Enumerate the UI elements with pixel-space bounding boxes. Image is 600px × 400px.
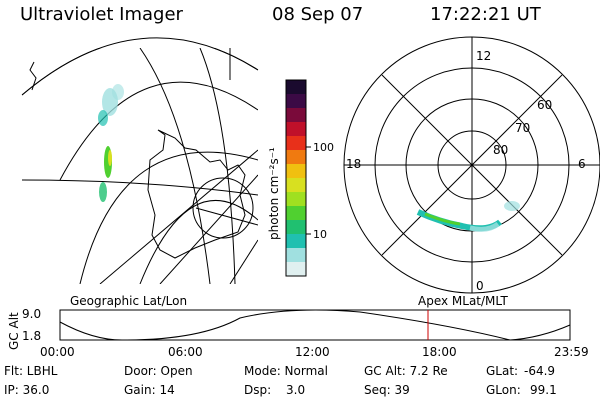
timeline-xtick-0000: 00:00 [40,345,75,359]
glon-value: 99.1 [530,383,557,397]
glat-label: GLat: [486,364,519,378]
timeline-xtick-2359: 23:59 [554,345,589,359]
polar-hour-6: 6 [578,157,586,171]
door-readout: Door: Open [124,364,193,378]
geo-aurora [98,84,124,202]
timeline-axis-label: GC Alt [7,312,21,350]
colorbar-tick-label-100: 100 [313,141,334,154]
polar-lat-70: 70 [515,121,530,135]
colorbar [286,80,306,277]
colorbar-segment [286,80,306,95]
polar-panel-label: Apex MLat/MLT [418,294,508,308]
colorbar-label: photon cm⁻²s⁻¹ [267,147,281,240]
colorbar-segment [286,248,306,263]
timeline-ytick-min: 1.8 [22,329,41,343]
mode-readout: Mode: Normal [244,364,328,378]
gain-readout: Gain: 14 [124,383,175,397]
time-label: 17:22:21 UT [430,4,541,25]
polar-aurora [416,201,520,232]
colorbar-frame [285,79,307,277]
timeline-ytick-max: 9.0 [22,307,41,321]
glon-label: GLon: [486,383,521,397]
polar-lat-80: 80 [493,143,508,157]
geo-panel-label: Geographic Lat/Lon [70,294,187,308]
timeline-xtick-0600: 06:00 [168,345,203,359]
colorbar-segment [286,122,306,137]
date-label: 08 Sep 07 [272,4,364,25]
glat-value: -64.9 [524,364,556,378]
timeline-xtick-1800: 18:00 [422,345,457,359]
colorbar-segment [286,206,306,221]
colorbar-segment [286,220,306,235]
colorbar-segment [286,94,306,109]
colorbar-segment [286,262,306,277]
colorbar-segment [286,150,306,165]
colorbar-segment [286,234,306,249]
colorbar-segment [286,136,306,151]
polar-lat-60: 60 [537,98,552,112]
polar-hour-18: 18 [346,157,361,171]
polar-hour-12: 12 [476,49,491,63]
dsp-label: Dsp: [244,383,272,397]
geographic-map [22,48,258,284]
seq-readout: Seq: 39 [364,383,410,397]
ip-readout: IP: 36.0 [4,383,50,397]
dsp-value: 3.0 [286,383,306,397]
colorbar-segment [286,178,306,193]
app-title: Ultraviolet Imager [20,4,183,25]
polar-plot [343,36,600,294]
colorbar-segment [286,164,306,179]
polar-hour-0: 0 [476,279,484,293]
colorbar-tick-label-10: 10 [313,228,327,241]
altitude-timeline [59,309,571,341]
gc-alt-readout: GC Alt: 7.2 Re [364,364,448,378]
filter-readout: Flt: LBHL [4,364,58,378]
colorbar-segment [286,192,306,207]
colorbar-segment [286,108,306,123]
timeline-xtick-1200: 12:00 [295,345,330,359]
geo-frame-arc [21,37,259,96]
